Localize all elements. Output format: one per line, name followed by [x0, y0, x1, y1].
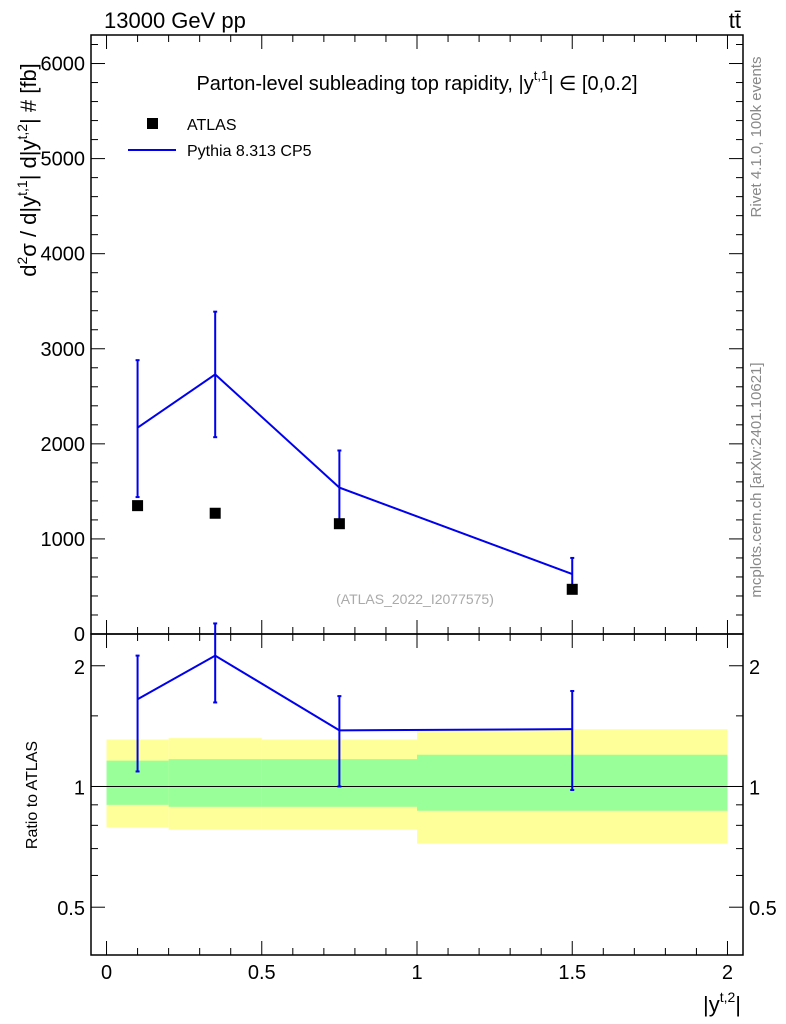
mcplots-label: mcplots.cern.ch [arXiv:2401.10621] — [748, 362, 765, 597]
ratio-y-tick-label-left: 2 — [74, 657, 85, 679]
x-tick-label: 0.5 — [248, 962, 276, 984]
x-tick-label: 1 — [411, 962, 422, 984]
energy-label: 13000 GeV pp — [104, 8, 246, 33]
main-y-tick-label: 5000 — [41, 149, 86, 171]
main-data-layer — [132, 310, 578, 595]
ratio-axis-ticks: 0.5 0.5 1 1 2 2 0 0.5 1 1.5 2 — [57, 634, 777, 984]
ratio-pythia-line — [137, 654, 573, 732]
ratio-data-layer — [135, 622, 575, 791]
main-y-tick-label: 2000 — [41, 434, 86, 456]
legend-atlas-label: ATLAS — [187, 117, 237, 134]
main-y-axis-label: d2σ / d|yt,1| d|yt,2| # [fb] — [14, 63, 41, 277]
atlas-data-point — [566, 583, 578, 595]
x-axis-label: |yt,2| — [703, 989, 741, 1017]
main-y-tick-label: 1000 — [41, 529, 86, 551]
pythia-line — [137, 373, 573, 576]
ratio-y-tick-label-left: 0.5 — [57, 898, 85, 920]
plot-title: Parton-level subleading top rapidity, |y… — [196, 68, 637, 95]
ratio-y-axis-label: Ratio to ATLAS — [24, 741, 41, 849]
main-x-axis-ticks — [106, 35, 728, 634]
atlas-data-point — [209, 507, 221, 519]
ratio-y-tick-label-left: 1 — [74, 777, 85, 799]
legend: ATLAS Pythia 8.313 CP5 — [128, 117, 312, 160]
x-tick-label: 2 — [722, 962, 733, 984]
analysis-id-watermark: (ATLAS_2022_I2077575) — [336, 591, 494, 607]
main-y-tick-label: 4000 — [41, 244, 86, 266]
ratio-y-tick-label-right: 1 — [749, 777, 760, 799]
legend-pythia-label: Pythia 8.313 CP5 — [187, 143, 312, 160]
atlas-data-point — [333, 518, 345, 530]
ratio-y-tick-label-right: 2 — [749, 657, 760, 679]
legend-atlas-marker — [147, 118, 158, 129]
main-y-tick-label: 3000 — [41, 339, 86, 361]
main-y-tick-label: 0 — [74, 624, 85, 646]
main-y-axis-ticks: 0 1000 2000 3000 4000 5000 6000 — [41, 44, 743, 646]
ratio-y-tick-label-right: 0.5 — [749, 898, 777, 920]
x-tick-label: 1.5 — [558, 962, 586, 984]
ratio-uncertainty-bands — [91, 729, 743, 844]
process-label: tt̄ — [729, 8, 741, 33]
main-y-tick-label: 6000 — [41, 54, 86, 76]
ratio-green-band-segment — [168, 759, 262, 807]
x-tick-label: 0 — [101, 962, 112, 984]
atlas-data-point — [132, 500, 144, 512]
rivet-version-label: Rivet 4.1.0, 100k events — [748, 57, 765, 218]
